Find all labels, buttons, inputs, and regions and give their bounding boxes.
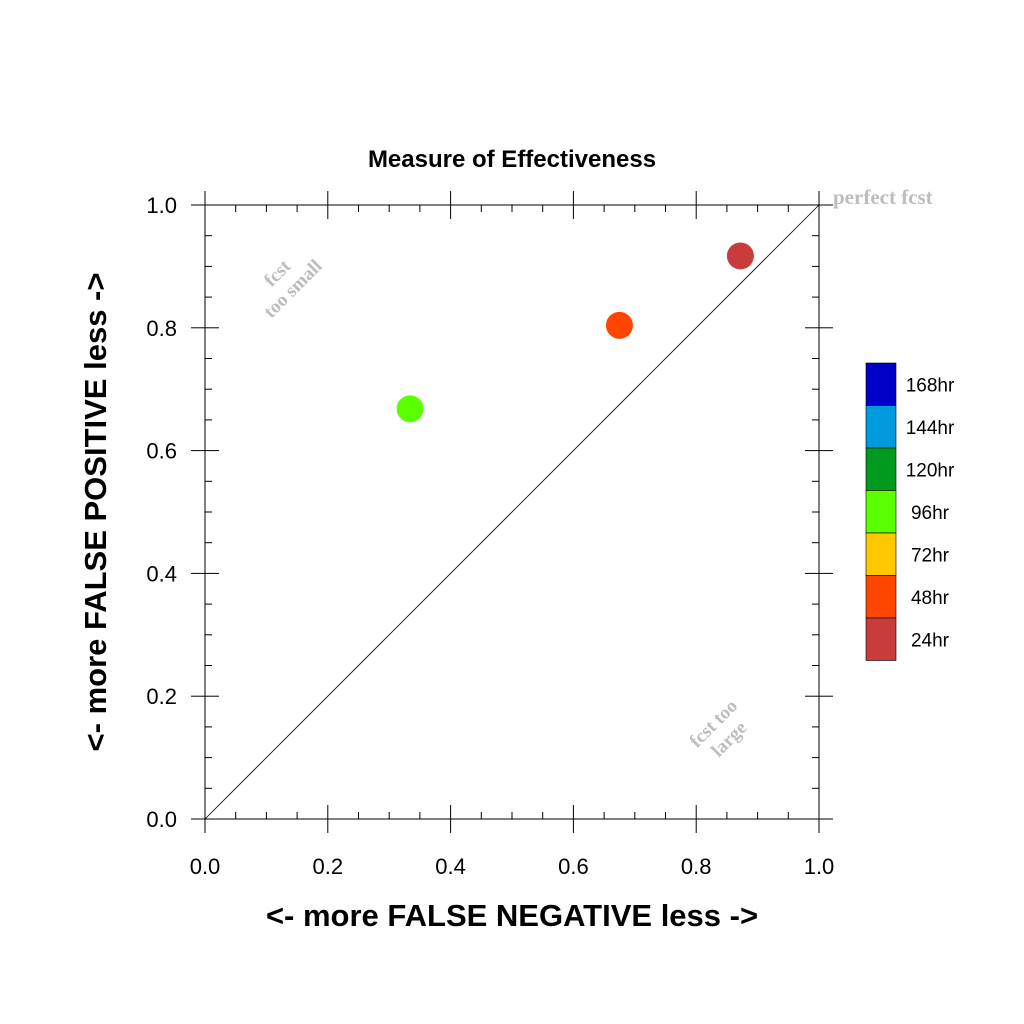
legend-swatch-168hr bbox=[865, 362, 897, 406]
data-point-24hr bbox=[726, 242, 754, 270]
y-axis-label: <- more FALSE POSITIVE less -> bbox=[78, 273, 113, 752]
x-tick-label: 1.0 bbox=[804, 854, 835, 879]
data-point-48hr bbox=[605, 311, 633, 339]
x-axis-label: <- more FALSE NEGATIVE less -> bbox=[266, 898, 758, 933]
legend-label-72hr: 72hr bbox=[911, 545, 950, 566]
y-tick-label: 0.0 bbox=[146, 807, 177, 832]
perfect-forecast-line bbox=[204, 204, 820, 820]
y-tick-label: 0.6 bbox=[146, 439, 177, 464]
legend-label-24hr: 24hr bbox=[911, 630, 950, 651]
x-tick-label: 0.0 bbox=[190, 854, 221, 879]
legend-label-144hr: 144hr bbox=[906, 418, 955, 439]
data-point-96hr bbox=[396, 395, 424, 423]
y-tick-label: 0.2 bbox=[146, 684, 177, 709]
legend-swatch-120hr bbox=[865, 447, 897, 491]
y-tick-label: 1.0 bbox=[146, 193, 177, 218]
x-tick-label: 0.2 bbox=[313, 854, 344, 879]
legend-label-120hr: 120hr bbox=[906, 460, 955, 481]
legend-label-168hr: 168hr bbox=[906, 375, 955, 396]
legend-label-48hr: 48hr bbox=[911, 588, 950, 609]
legend-swatch-144hr bbox=[865, 405, 897, 449]
annotation-perfect-fcst-text: perfect fcst bbox=[833, 185, 933, 209]
x-tick-label: 0.4 bbox=[435, 854, 466, 879]
annotation-perfect-fcst: perfect fcst bbox=[833, 185, 933, 209]
x-tick-label: 0.8 bbox=[681, 854, 712, 879]
legend-swatch-48hr bbox=[865, 575, 897, 619]
legend-swatch-24hr bbox=[865, 617, 897, 661]
y-tick-label: 0.4 bbox=[146, 561, 177, 586]
legend-swatch-96hr bbox=[865, 490, 897, 534]
x-tick-label: 0.6 bbox=[558, 854, 589, 879]
plot-area: 0.0 0.2 0.4 0.6 0.8 1.0 0.0 0.2 0.4 0.6 0.8 1.0 bbox=[146, 191, 834, 879]
y-tick-label: 0.8 bbox=[146, 316, 177, 341]
legend: 168hr 144hr 120hr 96hr 72hr 48hr 24hr bbox=[865, 362, 955, 661]
annotation-too-small: fcst too small bbox=[260, 256, 327, 323]
annotation-too-large: fcst too large bbox=[686, 696, 752, 762]
legend-swatch-72hr bbox=[865, 532, 897, 576]
legend-label-96hr: 96hr bbox=[911, 503, 950, 524]
chart-title: Measure of Effectiveness bbox=[368, 146, 656, 173]
